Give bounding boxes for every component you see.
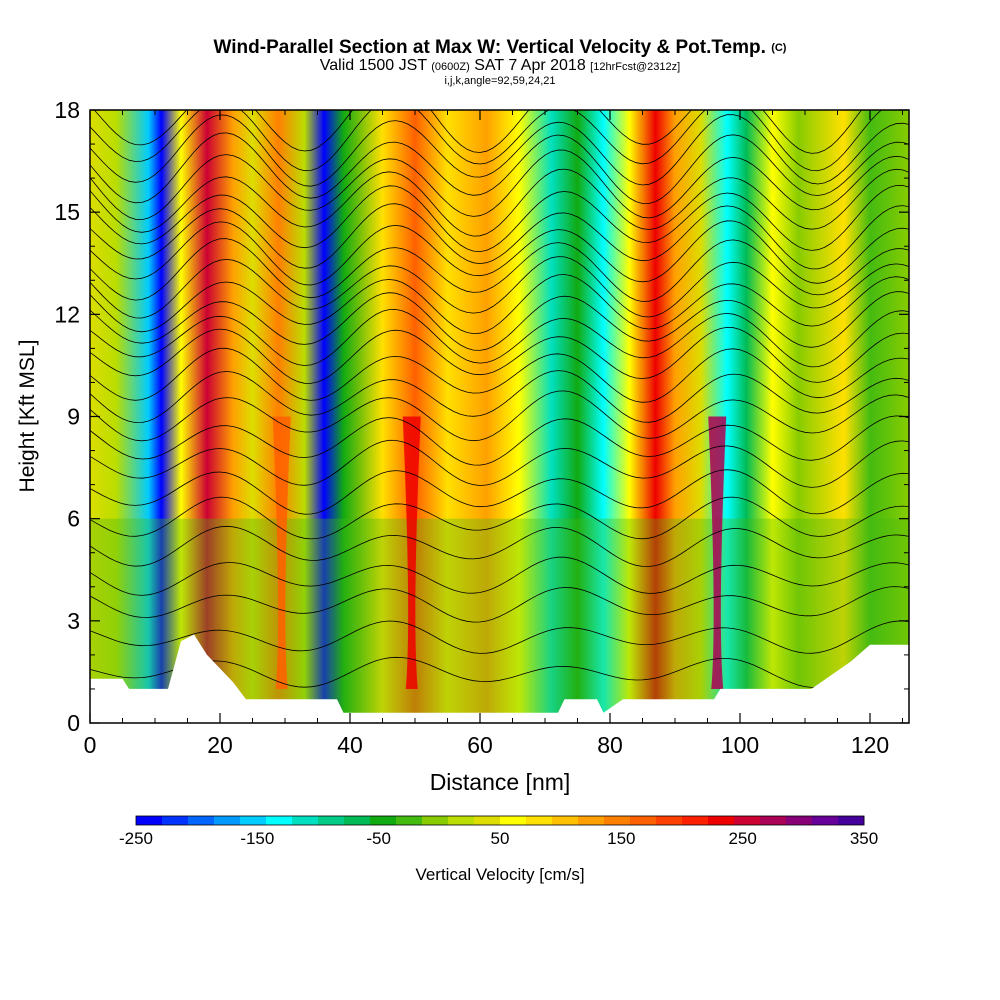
colorbar-tick-label-2: -50	[366, 829, 391, 848]
theta-contour-6	[90, 469, 909, 515]
colorbar-swatch-1	[162, 816, 189, 825]
y-axis-label: Height [Kft MSL]	[16, 340, 39, 493]
colorbar-swatch-24	[760, 816, 787, 825]
theta-contour-9	[90, 390, 909, 442]
colorbar-swatch-9	[370, 816, 397, 825]
axes: 0 20 40 60 80 100 120 0 3 6 9 12 15 18	[54, 97, 909, 758]
x-tick-label-40: 40	[337, 732, 363, 758]
colorbar-tick-label-6: 350	[850, 829, 878, 848]
chart-title: Wind-Parallel Section at Max W: Vertical…	[213, 37, 787, 58]
theta-contour-0	[90, 656, 909, 688]
colorbar-swatch-16	[552, 816, 579, 825]
theta-contour-24	[90, 114, 909, 187]
colorbar-tick-label-4: 150	[607, 829, 635, 848]
colorbar-swatch-26	[812, 816, 839, 825]
colorbar-swatch-22	[708, 816, 735, 825]
colorbar-label: Vertical Velocity [cm/s]	[415, 865, 584, 884]
y-tick-label-3: 3	[67, 608, 80, 634]
y-tick-label-9: 9	[67, 404, 80, 430]
colorbar: -250 -150 -50 50 150 250 350	[119, 815, 878, 848]
theta-contours	[90, 110, 909, 688]
updraft-core-0	[272, 416, 291, 689]
theta-contour-12	[90, 326, 909, 384]
colorbar-tick-label-5: 250	[728, 829, 756, 848]
colorbar-swatch-4	[240, 816, 267, 825]
updraft-core-1	[402, 416, 421, 689]
copyright-mark: (C)	[771, 42, 787, 54]
theta-contour-7	[90, 439, 909, 488]
colorbar-swatch-14	[500, 816, 527, 825]
colorbar-swatch-3	[214, 816, 241, 825]
theta-contour-19	[90, 203, 909, 270]
theta-contour-17	[90, 238, 909, 302]
colorbar-tick-label-1: -150	[240, 829, 274, 848]
theta-contour-25	[90, 110, 882, 172]
theta-contour-3	[90, 556, 909, 596]
x-tick-label-80: 80	[597, 732, 623, 758]
theta-contour-4	[90, 525, 909, 567]
x-tick-label-20: 20	[207, 732, 233, 758]
colorbar-swatch-7	[318, 816, 345, 825]
colorbar-swatch-8	[344, 816, 371, 825]
chart-subtitle: Valid 1500 JST (0600Z) SAT 7 Apr 2018 [1…	[319, 57, 681, 74]
colorbar-swatch-10	[396, 816, 423, 825]
colorbar-swatch-25	[786, 816, 813, 825]
theta-contour-15	[90, 274, 909, 335]
theta-contour-21	[90, 168, 909, 237]
theta-contour-18	[90, 220, 909, 286]
y-tick-label-0: 0	[67, 710, 80, 736]
colorbar-swatch-19	[630, 816, 657, 825]
colorbar-swatch-2	[188, 816, 215, 825]
chart-title-block: Wind-Parallel Section at Max W: Vertical…	[0, 38, 1000, 88]
theta-contour-20	[90, 184, 909, 253]
colorbar-frame	[135, 815, 865, 826]
colorbar-swatch-15	[526, 816, 553, 825]
theta-contour-14	[90, 291, 909, 351]
theta-contour-1	[90, 620, 909, 654]
velocity-field	[90, 110, 909, 723]
theta-contour-5	[90, 496, 909, 540]
colorbar-swatch-18	[604, 816, 631, 825]
colorbar-swatch-12	[448, 816, 475, 825]
x-tick-label-60: 60	[467, 732, 493, 758]
x-tick-label-120: 120	[851, 732, 889, 758]
y-tick-label-18: 18	[54, 97, 80, 123]
colorbar-swatch-5	[266, 816, 293, 825]
colorbar-swatch-17	[578, 816, 605, 825]
terrain	[90, 634, 909, 723]
theta-contour-23	[90, 132, 909, 204]
updraft-core-2	[708, 416, 727, 689]
x-tick-label-100: 100	[721, 732, 759, 758]
x-tick-label-0: 0	[84, 732, 97, 758]
theta-contour-26	[93, 110, 862, 154]
colorbar-swatch-21	[682, 816, 709, 825]
y-tick-label-15: 15	[54, 199, 80, 225]
theta-contour-13	[90, 308, 909, 368]
y-tick-label-12: 12	[54, 301, 80, 327]
colorbar-swatch-6	[292, 816, 319, 825]
theta-contour-2	[90, 586, 909, 623]
colorbar-swatch-0	[136, 816, 163, 825]
theta-contour-16	[90, 256, 909, 319]
colorbar-swatch-20	[656, 816, 683, 825]
colorbar-tick-label-0: -250	[119, 829, 153, 848]
colorbar-swatch-11	[422, 816, 449, 825]
theta-contour-10	[90, 370, 909, 424]
theta-contour-22	[90, 149, 909, 221]
theta-contour-8	[90, 415, 909, 466]
x-axis-label: Distance [nm]	[430, 769, 571, 795]
theta-contour-11	[90, 347, 909, 403]
terrain-mask	[90, 634, 909, 723]
colorbar-swatch-27	[838, 816, 865, 825]
chart-indices: i,j,k,angle=92,59,24,21	[444, 75, 556, 87]
colorbar-swatch-23	[734, 816, 761, 825]
y-tick-label-6: 6	[67, 506, 80, 532]
colorbar-swatch-13	[474, 816, 501, 825]
colorbar-tick-label-3: 50	[491, 829, 510, 848]
